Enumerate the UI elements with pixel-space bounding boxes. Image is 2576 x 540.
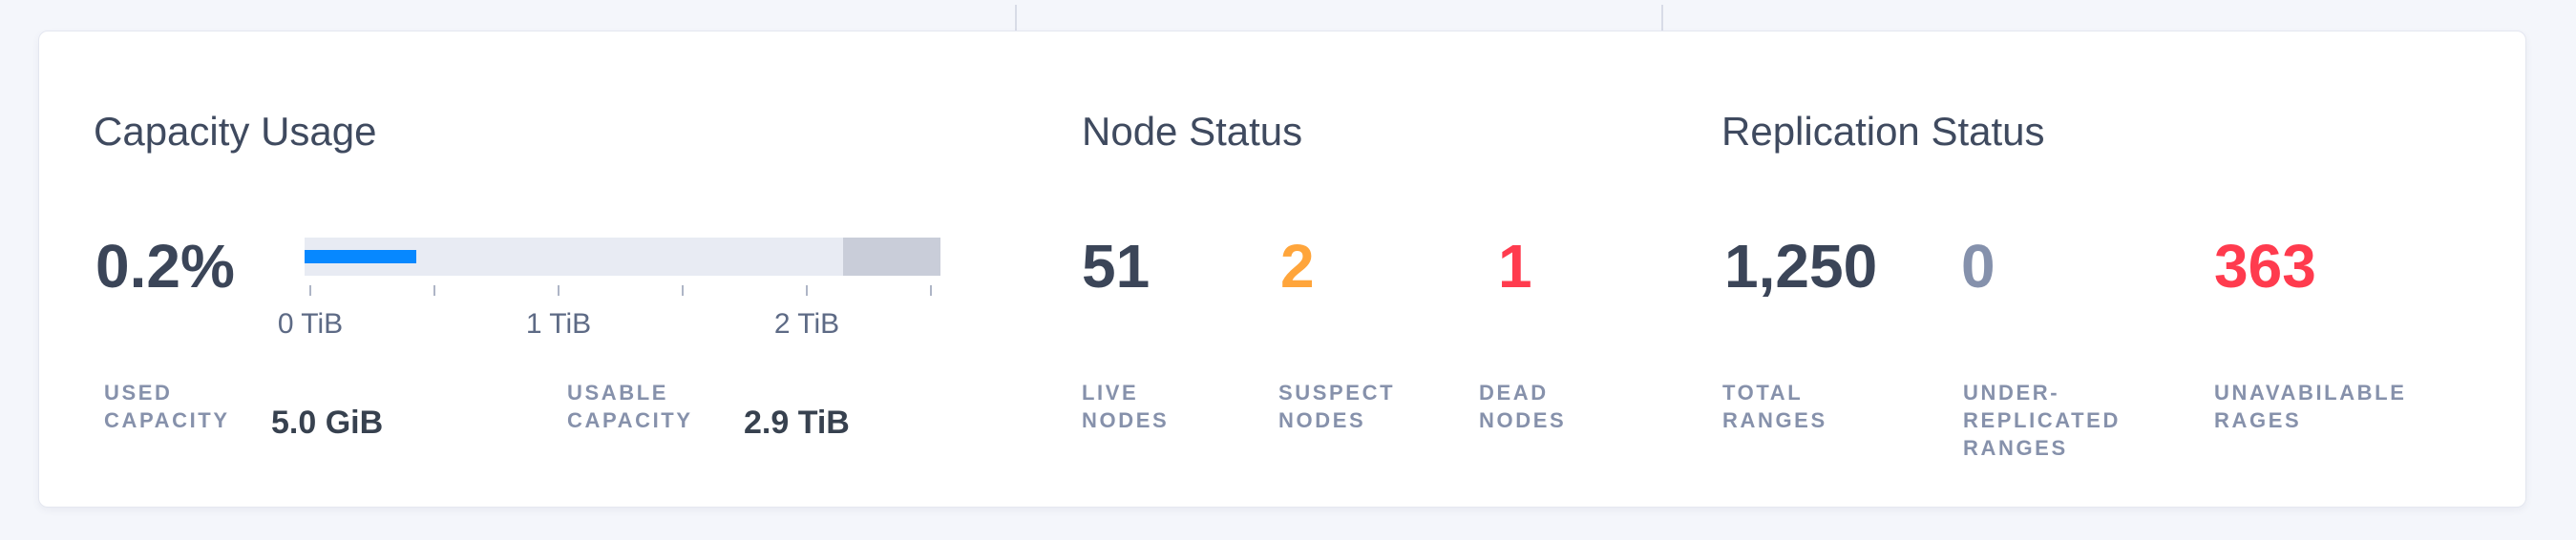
node-status-title: Node Status [1082,109,1303,154]
capacity-bar-reserved-segment [843,238,940,276]
under-replicated-ranges-count: 0 [1961,232,1995,301]
usable-capacity-value: 2.9 TiB [744,405,850,441]
axis-tick [433,285,435,296]
total-ranges-count: 1,250 [1724,232,1878,301]
capacity-bar-used-segment [305,250,416,263]
used-capacity-value: 5.0 GiB [271,405,384,441]
capacity-usage-title: Capacity Usage [94,109,377,154]
capacity-used-percent: 0.2% [95,232,235,301]
unavailable-ranges-label: UNAVABILABLE RAGES [2214,381,2407,432]
replication-status-title: Replication Status [1721,109,2045,154]
axis-tick [930,285,932,296]
live-nodes-count: 51 [1082,232,1151,301]
suspect-nodes-label: SUSPECT NODES [1278,381,1396,432]
live-nodes-label: LIVE NODES [1082,381,1170,432]
dead-nodes-count: 1 [1498,232,1532,301]
axis-tick-label: 2 TiB [773,308,840,340]
axis-tick [309,285,311,296]
dead-nodes-label: DEAD NODES [1479,381,1567,432]
axis-tick [806,285,808,296]
suspect-nodes-count: 2 [1280,232,1315,301]
axis-tick [558,285,560,296]
usable-capacity-label: USABLE CAPACITY [567,381,693,432]
background-divider-line [1015,5,1017,31]
total-ranges-label: TOTAL RANGES [1722,381,1827,432]
cluster-summary-card: Capacity Usage 0.2% 0 TiB 1 TiB 2 TiB US… [38,31,2526,508]
capacity-usage-bar-chart: 0 TiB 1 TiB 2 TiB [278,238,940,362]
background-divider-line [1661,5,1663,31]
under-replicated-ranges-label: UNDER- REPLICATED RANGES [1963,381,2121,460]
unavailable-ranges-count: 363 [2214,232,2316,301]
axis-tick-label: 0 TiB [277,308,344,340]
used-capacity-label: USED CAPACITY [104,381,230,432]
axis-tick-label: 1 TiB [525,308,592,340]
axis-tick [682,285,684,296]
